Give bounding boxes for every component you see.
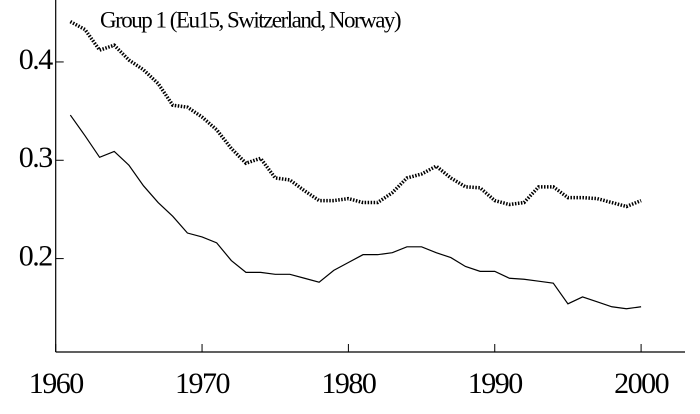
y-tick-label: 0.4 xyxy=(19,43,54,76)
chart-title: Group 1 (Eu15, Switzerland, Norway) xyxy=(100,7,401,32)
y-tick-label: 0.3 xyxy=(19,141,53,174)
x-tick-label: 1990 xyxy=(468,367,523,400)
x-tick-label: 2000 xyxy=(614,367,669,400)
x-tick-label: 1960 xyxy=(29,367,84,400)
x-tick-label: 1970 xyxy=(175,367,230,400)
data-line xyxy=(69,114,642,310)
x-tick-label: 1980 xyxy=(321,367,376,400)
y-tick-label: 0.2 xyxy=(19,239,53,272)
data-line xyxy=(69,20,642,209)
